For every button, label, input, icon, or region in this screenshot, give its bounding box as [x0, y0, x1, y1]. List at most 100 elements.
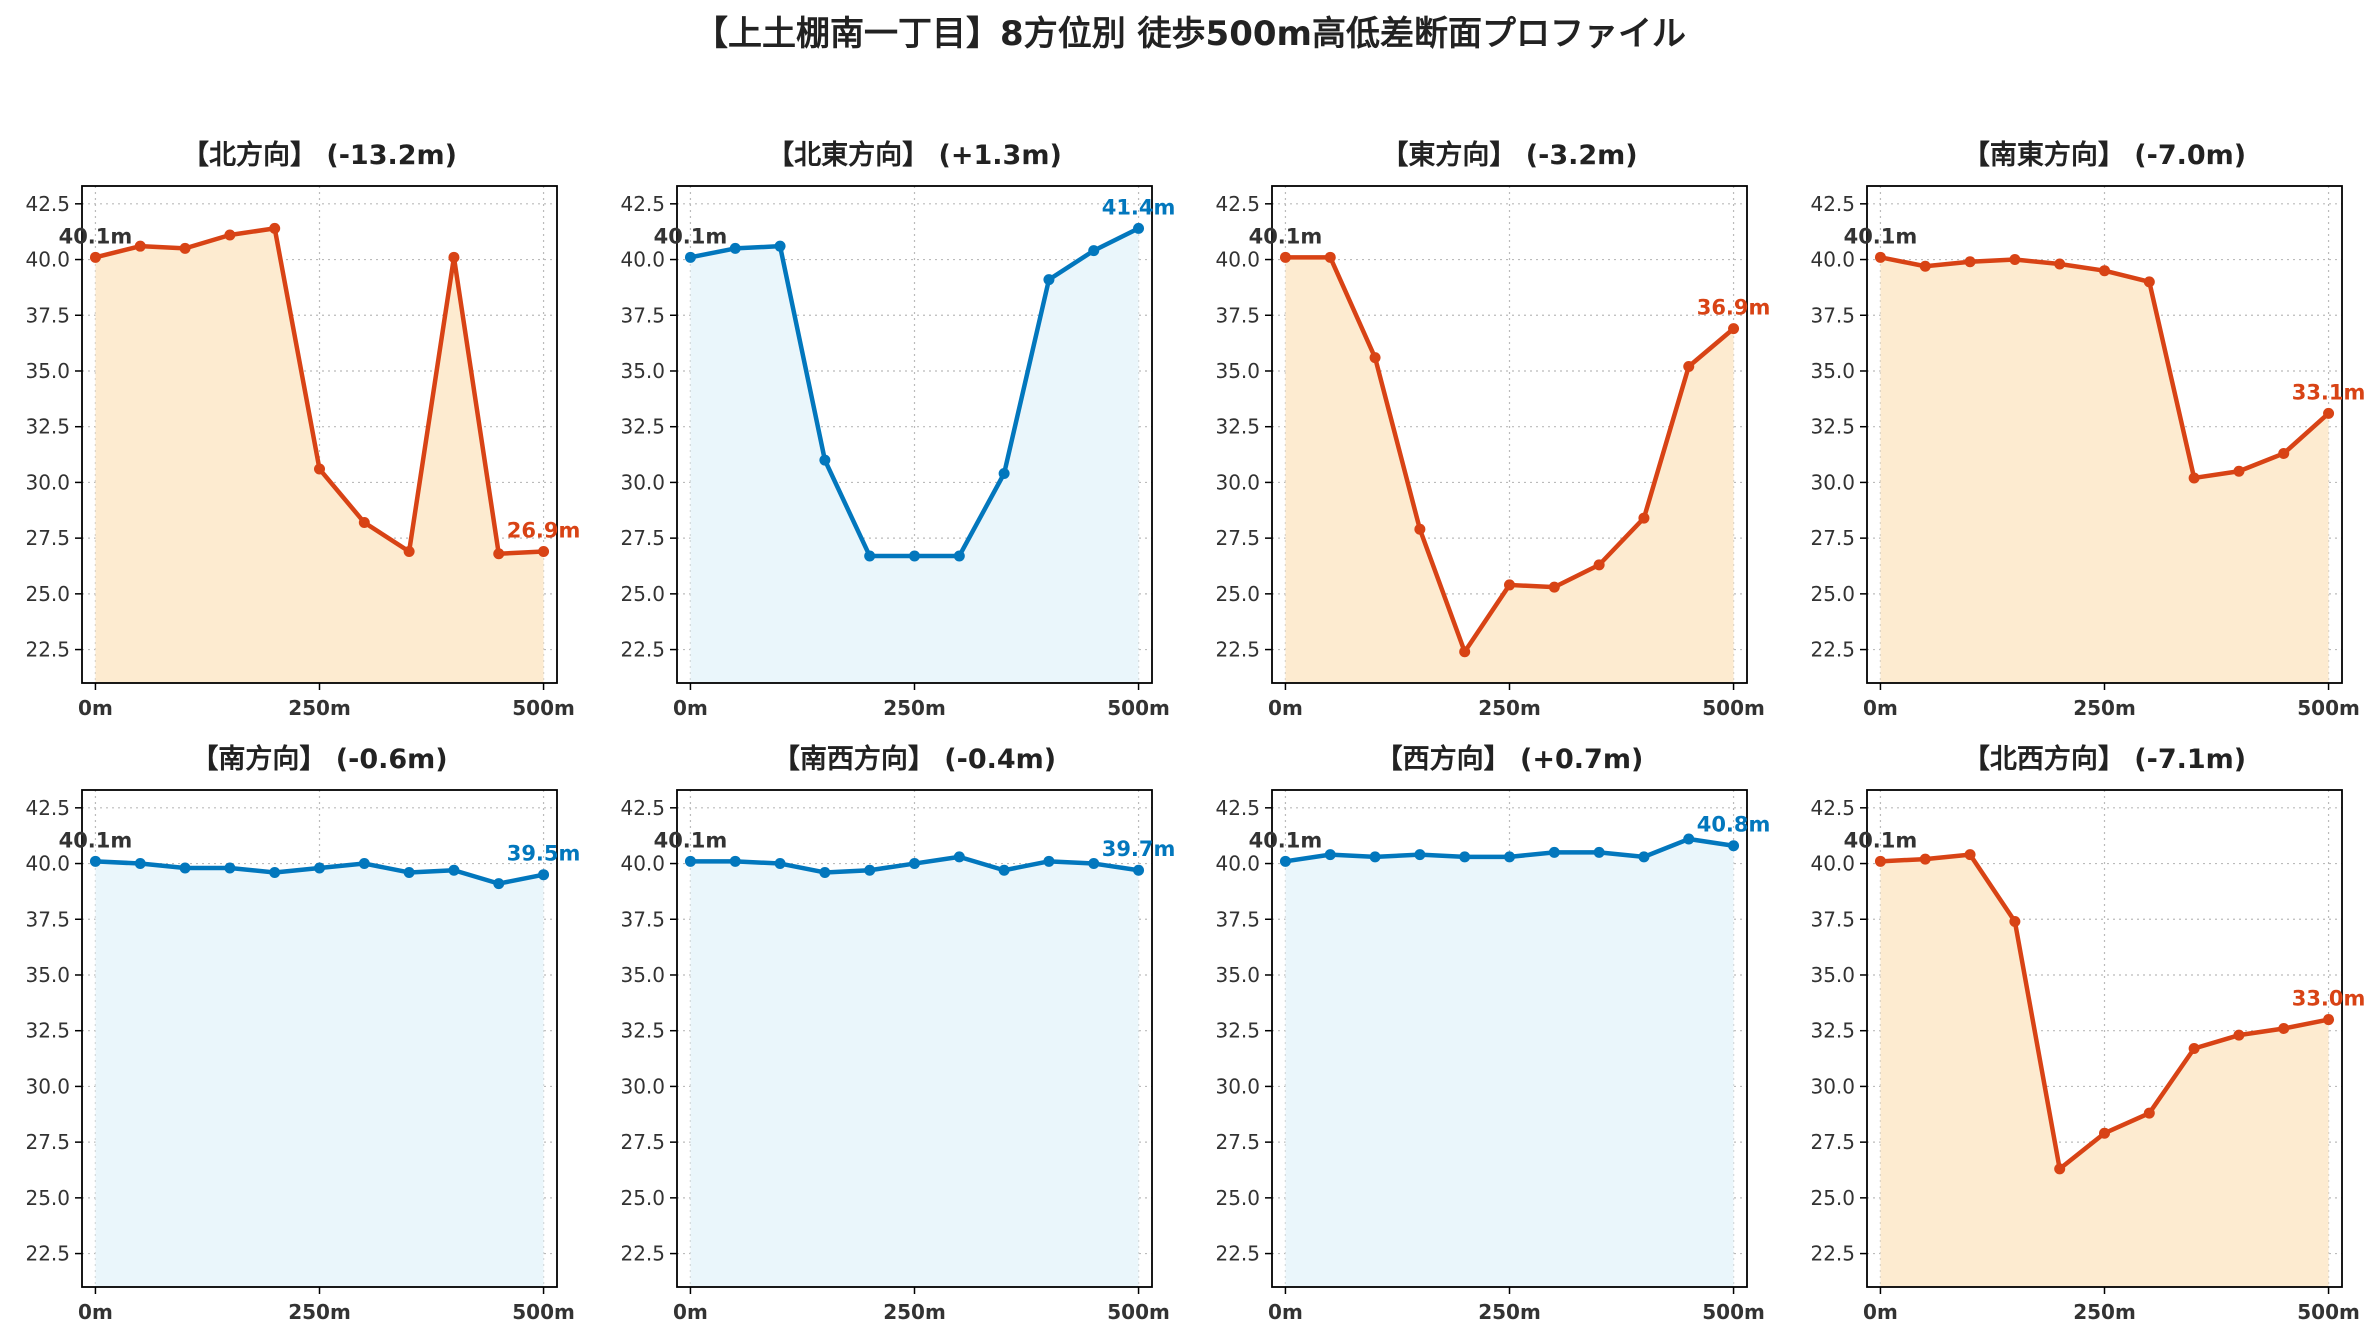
panel-title: 【北方向】 (-13.2m): [182, 139, 457, 171]
y-tick-label: 37.5: [1810, 303, 1855, 327]
data-point: [493, 548, 505, 560]
y-tick-label: 30.0: [25, 1074, 70, 1098]
y-tick-label: 37.5: [25, 303, 70, 327]
data-point: [89, 251, 101, 263]
y-tick-label: 22.5: [620, 638, 665, 662]
end-value-label: 39.7m: [1102, 837, 1176, 861]
y-tick-label: 30.0: [1215, 1074, 1260, 1098]
y-tick-label: 32.5: [1215, 1019, 1260, 1043]
data-point: [864, 864, 876, 876]
data-point: [358, 858, 370, 870]
start-value-label: 40.1m: [654, 828, 728, 852]
y-tick-label: 30.0: [25, 470, 70, 494]
y-tick-label: 35.0: [620, 963, 665, 987]
end-value-label: 39.5m: [507, 842, 581, 866]
y-tick-label: 30.0: [1215, 470, 1260, 494]
y-tick-label: 27.5: [1215, 526, 1260, 550]
x-tick-label: 500m: [512, 1300, 575, 1324]
data-point: [1088, 858, 1100, 870]
y-tick-label: 32.5: [620, 415, 665, 439]
panel-title: 【南西方向】 (-0.4m): [773, 743, 1056, 775]
panels-group: 【北方向】 (-13.2m) 22.5 25.0 27.5 30.0 32.5 35.0 37…: [25, 139, 2365, 1324]
data-point: [2278, 447, 2290, 459]
x-tick-label: 500m: [1107, 1300, 1170, 1324]
y-tick-label: 42.5: [620, 796, 665, 820]
x-tick-label: 250m: [1478, 696, 1541, 720]
data-point: [2054, 258, 2066, 270]
panel-7: 【北西方向】 (-7.1m) 22.5 25.0 27.5 30.0 32.5 35.0 37…: [1810, 743, 2365, 1324]
start-value-label: 40.1m: [1844, 224, 1918, 248]
y-tick-label: 27.5: [620, 1130, 665, 1154]
data-point: [1593, 846, 1605, 858]
y-tick-label: 32.5: [1810, 1019, 1855, 1043]
data-point: [1964, 256, 1976, 268]
y-tick-label: 40.0: [620, 248, 665, 272]
data-point: [1638, 512, 1650, 524]
data-point: [134, 240, 146, 252]
data-point: [2188, 1043, 2200, 1055]
data-point: [1874, 855, 1886, 867]
data-point: [2099, 265, 2110, 277]
data-point: [1683, 833, 1695, 845]
y-tick-label: 37.5: [1215, 907, 1260, 931]
data-point: [538, 546, 550, 558]
y-tick-label: 25.0: [25, 582, 70, 606]
data-point: [1919, 853, 1931, 865]
x-tick-label: 500m: [512, 696, 575, 720]
x-tick-label: 250m: [1478, 1300, 1541, 1324]
data-point: [448, 251, 460, 263]
data-point: [224, 229, 236, 241]
panel-0: 【北方向】 (-13.2m) 22.5 25.0 27.5 30.0 32.5 35.0 37…: [25, 139, 580, 720]
area-fill: [1880, 854, 2329, 1287]
x-tick-label: 0m: [1863, 1300, 1898, 1324]
end-value-label: 41.4m: [1102, 195, 1176, 219]
data-point: [774, 858, 786, 870]
data-point: [1369, 851, 1381, 863]
data-point: [2323, 1014, 2335, 1026]
y-tick-label: 27.5: [25, 526, 70, 550]
panel-4: 【南方向】 (-0.6m) 22.5 25.0 27.5 30.0 32.5 35.0 37.…: [25, 743, 580, 1324]
y-tick-label: 25.0: [620, 582, 665, 606]
y-tick-label: 40.0: [25, 248, 70, 272]
data-point: [1919, 260, 1931, 272]
data-point: [269, 866, 281, 878]
start-value-label: 40.1m: [59, 828, 133, 852]
data-point: [89, 855, 101, 867]
x-tick-label: 250m: [2073, 696, 2136, 720]
y-tick-label: 25.0: [1810, 1186, 1855, 1210]
y-tick-label: 32.5: [1215, 415, 1260, 439]
y-tick-label: 22.5: [1215, 1242, 1260, 1266]
y-tick-label: 42.5: [1810, 796, 1855, 820]
y-tick-label: 35.0: [25, 359, 70, 383]
end-value-label: 33.0m: [2292, 987, 2366, 1011]
data-point: [358, 517, 370, 529]
panel-title: 【北東方向】 (+1.3m): [767, 139, 1062, 171]
y-tick-label: 37.5: [1810, 907, 1855, 931]
data-point: [1279, 855, 1291, 867]
data-point: [1043, 855, 1055, 867]
x-tick-label: 500m: [1702, 1300, 1765, 1324]
data-point: [909, 550, 920, 562]
data-point: [1088, 245, 1100, 257]
page-title: 【上土棚南一丁目】8方位別 徒歩500m高低差断面プロファイル: [694, 14, 1686, 54]
data-point: [1043, 274, 1055, 286]
y-tick-label: 27.5: [1810, 1130, 1855, 1154]
data-point: [2099, 1127, 2110, 1139]
y-tick-label: 22.5: [25, 1242, 70, 1266]
start-value-label: 40.1m: [59, 224, 133, 248]
data-point: [1728, 840, 1740, 852]
data-point: [1133, 222, 1145, 234]
panel-6: 【西方向】 (+0.7m) 22.5 25.0 27.5 30.0 32.5 35.0 37.…: [1215, 743, 1770, 1324]
y-tick-label: 27.5: [1810, 526, 1855, 550]
data-point: [1324, 251, 1336, 263]
y-tick-label: 32.5: [1810, 415, 1855, 439]
x-tick-label: 250m: [883, 696, 946, 720]
data-point: [2009, 254, 2021, 266]
data-point: [538, 869, 550, 881]
data-point: [1964, 849, 1976, 861]
data-point: [774, 240, 786, 252]
y-tick-label: 40.0: [1810, 248, 1855, 272]
data-point: [134, 858, 146, 870]
data-point: [179, 862, 191, 874]
data-point: [1548, 846, 1560, 858]
